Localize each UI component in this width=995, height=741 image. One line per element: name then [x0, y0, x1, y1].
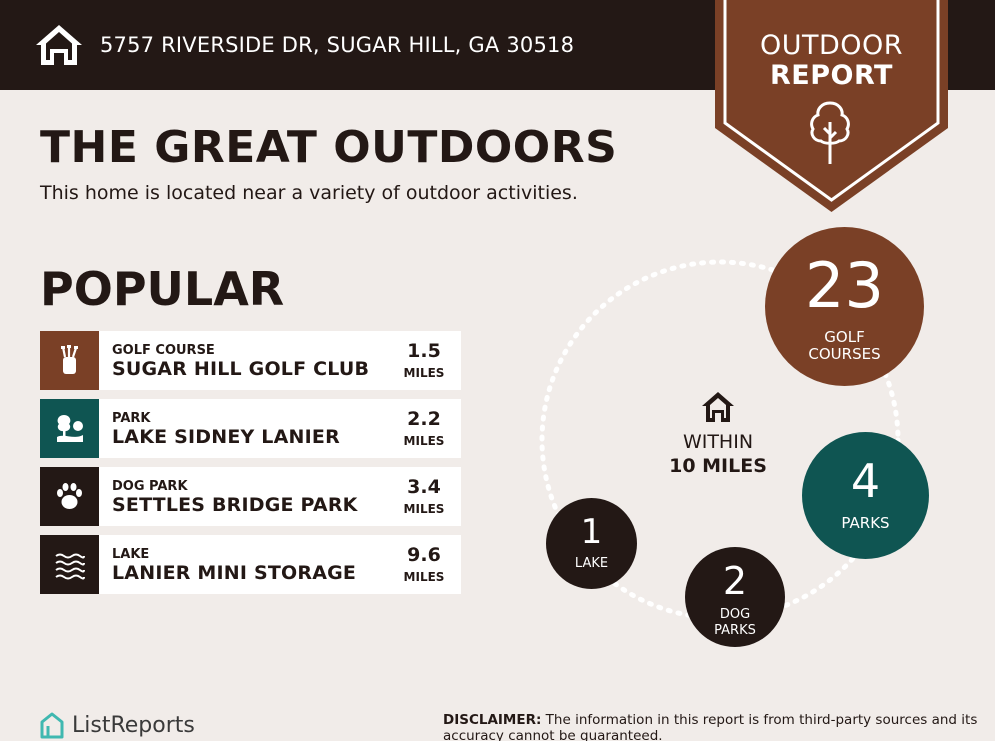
activity-distance: 9.6 [407, 544, 441, 566]
listreports-logo-text: ListReports [72, 713, 195, 738]
disclaimer: DISCLAIMER: The information in this repo… [443, 712, 983, 741]
activity-category: DOG PARK [112, 479, 188, 494]
activity-distance-unit: MILES [403, 434, 445, 448]
activity-name: LANIER MINI STORAGE [112, 562, 357, 584]
within-distance: 10 MILES [669, 455, 767, 477]
disclaimer-text: The information in this report is from t… [443, 712, 978, 741]
paw-icon [57, 483, 82, 509]
lakes-label: LAKE [574, 556, 609, 571]
activity-distance-unit: MILES [403, 502, 445, 516]
lake-icon-box [40, 535, 99, 594]
list-item[interactable]: GOLF COURSE SUGAR HILL GOLF CLUB 1.5 MIL… [40, 331, 461, 390]
activity-distance-unit: MILES [403, 570, 445, 584]
activity-name: LAKE SIDNEY LANIER [112, 426, 340, 448]
activity-distance: 1.5 [407, 340, 441, 362]
dog-park-icon-box [40, 467, 99, 526]
activity-name: SUGAR HILL GOLF CLUB [112, 358, 370, 380]
list-item[interactable]: LAKE LANIER MINI STORAGE 9.6 MILES [40, 535, 461, 594]
activity-name: SETTLES BRIDGE PARK [112, 494, 358, 516]
property-address: 5757 RIVERSIDE DR, SUGAR HILL, GA 30518 [100, 33, 575, 57]
golf-courses-count-circle: 23 GOLF COURSES [765, 227, 924, 386]
lakes-count-circle: 1 LAKE [546, 498, 637, 589]
activity-distance-unit: MILES [403, 366, 445, 380]
activity-distance: 2.2 [407, 408, 441, 430]
parks-label: PARKS [841, 514, 890, 532]
disclaimer-label: DISCLAIMER: [443, 712, 542, 728]
golf-courses-label: GOLF COURSES [808, 328, 881, 363]
waves-icon [55, 553, 85, 580]
listreports-logo-icon [40, 712, 64, 739]
list-item[interactable]: PARK LAKE SIDNEY LANIER 2.2 MILES [40, 399, 461, 458]
page-subtitle: This home is located near a variety of o… [40, 182, 578, 204]
tree-icon [810, 101, 850, 164]
activity-category: LAKE [112, 547, 150, 562]
activity-category: GOLF COURSE [112, 343, 215, 358]
dog-parks-count-circle: 2 DOG PARKS [685, 547, 785, 647]
list-item[interactable]: DOG PARK SETTLES BRIDGE PARK 3.4 MILES [40, 467, 461, 526]
activity-category: PARK [112, 411, 151, 426]
outdoor-report-badge [715, 0, 948, 212]
golf-icon-box [40, 331, 99, 390]
activity-distance: 3.4 [407, 476, 441, 498]
dog-parks-label: DOG PARKS [714, 607, 756, 638]
within-label: WITHIN [682, 431, 754, 453]
lakes-count: 1 [580, 512, 603, 552]
badge-title-line1: OUTDOOR [759, 30, 904, 61]
parks-count-circle: 4 PARKS [802, 432, 929, 559]
popular-heading: POPULAR [40, 262, 285, 316]
page-title: THE GREAT OUTDOORS [40, 122, 618, 173]
golf-courses-count: 23 [805, 249, 884, 322]
park-tree-icon [57, 415, 83, 442]
house-icon [36, 25, 82, 65]
parks-count: 4 [850, 454, 881, 508]
house-icon [702, 392, 734, 422]
golf-bag-icon [61, 345, 78, 374]
badge-title-line2: REPORT [770, 60, 893, 91]
dog-parks-count: 2 [722, 559, 748, 603]
park-icon-box [40, 399, 99, 458]
